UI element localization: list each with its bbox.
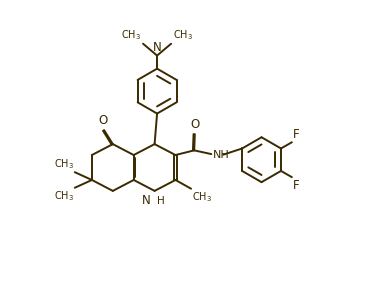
Text: CH$_3$: CH$_3$ [121,29,142,43]
Text: H: H [157,197,165,206]
Text: NH: NH [212,150,230,160]
Text: O: O [98,114,107,127]
Text: CH$_3$: CH$_3$ [54,189,74,203]
Text: F: F [293,179,300,192]
Text: N: N [142,194,150,207]
Text: F: F [293,128,300,141]
Text: CH$_3$: CH$_3$ [173,29,193,43]
Text: N: N [153,41,161,54]
Text: O: O [190,118,200,131]
Text: CH$_3$: CH$_3$ [192,190,212,204]
Text: CH$_3$: CH$_3$ [54,157,74,171]
